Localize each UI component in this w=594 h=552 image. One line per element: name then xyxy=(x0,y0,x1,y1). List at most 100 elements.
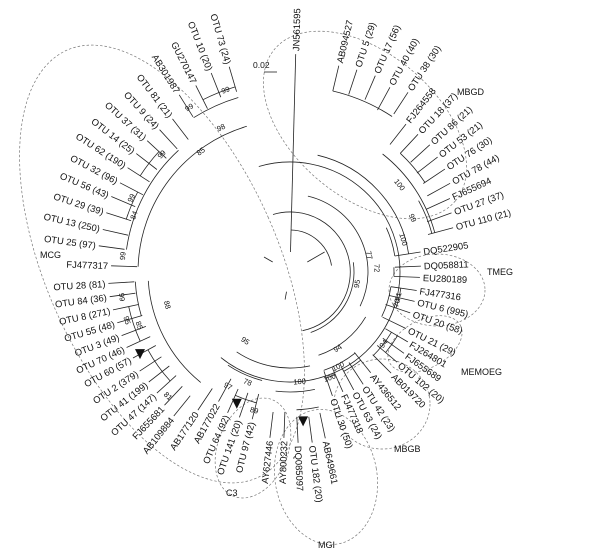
leaf-branch xyxy=(126,336,151,348)
bootstrap-label: 95 xyxy=(352,279,362,289)
bootstrap-label: 77 xyxy=(364,250,375,260)
bootstrap-label: 94 xyxy=(332,342,344,354)
c3-ellipse xyxy=(214,397,292,499)
memoeg-ellipse xyxy=(387,315,463,373)
mbgd-ellipse xyxy=(263,30,467,220)
leaf-label: AY627446 xyxy=(259,440,275,484)
leaf-branch xyxy=(389,123,407,145)
group-label-c3: C3 xyxy=(226,488,238,498)
leaf-branch xyxy=(377,87,391,111)
internal-branch xyxy=(263,256,273,263)
clade-arc xyxy=(310,262,355,333)
bootstrap-label: 72 xyxy=(372,264,381,273)
leaf-branch xyxy=(239,392,249,418)
leaf-branch xyxy=(283,411,286,438)
leaf-branch xyxy=(319,412,326,439)
leaf-branch xyxy=(117,315,143,324)
leaf-branch xyxy=(296,416,299,443)
leaf-branch xyxy=(332,367,344,393)
clade-arc xyxy=(291,229,332,266)
clade-arc xyxy=(227,364,263,381)
bootstrap-label: 99 xyxy=(117,292,127,302)
clade-arc xyxy=(307,195,369,307)
clade-arc xyxy=(147,280,202,383)
leaf-label: FJ477317 xyxy=(66,259,108,271)
clade-arc xyxy=(202,86,236,101)
leaf-branch xyxy=(106,212,132,222)
bootstrap-label: 99 xyxy=(118,251,128,260)
leaf-branch xyxy=(341,366,355,391)
clade-arc xyxy=(395,288,402,309)
scale-bar-label: 0.02 xyxy=(253,60,270,70)
leaf-branch xyxy=(385,328,409,343)
tree-branches xyxy=(98,54,454,443)
leaf-branch xyxy=(172,118,189,140)
leaf-branch xyxy=(112,304,139,311)
bootstrap-label: 78 xyxy=(242,377,253,388)
bootstrap-label: 100 xyxy=(322,371,337,384)
bootstrap-label: 100 xyxy=(293,377,306,387)
bootstrap-label: 99 xyxy=(126,192,138,203)
leaf-label: DQ085097 xyxy=(293,446,306,492)
clade-arc xyxy=(275,389,315,393)
leaf-branch xyxy=(136,153,158,170)
clade-arc xyxy=(400,153,426,183)
leaf-branch xyxy=(98,245,125,250)
clade-arc xyxy=(317,154,409,254)
leaf-label: OTU 182 (20) xyxy=(307,445,325,503)
group-labels: MBGD TMEG MEMOEG MBGB MGI C3 MCG xyxy=(40,87,513,550)
clade-arc xyxy=(323,352,356,371)
leaf-branch xyxy=(390,286,417,291)
leaf-branch xyxy=(159,129,178,150)
leaf-branch xyxy=(423,168,446,184)
leaf-branch xyxy=(400,134,419,154)
bootstrap-label: 99 xyxy=(183,101,195,113)
leaf-branch xyxy=(393,92,409,115)
leaf-label: OTU 5 (29) xyxy=(353,21,378,69)
clade-arc xyxy=(134,281,142,316)
leaf-branch xyxy=(119,182,144,196)
leaf-branch xyxy=(108,281,135,284)
bootstrap-label: 100 xyxy=(397,232,409,247)
leaf-branch xyxy=(290,54,297,253)
leaf-label: AY800232 xyxy=(277,441,290,484)
clade-arc xyxy=(272,211,351,332)
clade-arc xyxy=(382,153,436,233)
leaf-label: OTU 28 (81) xyxy=(53,278,106,292)
clade-arc xyxy=(385,227,396,257)
group-label-mbgb: MBGB xyxy=(394,444,421,454)
leaf-branch xyxy=(109,292,136,298)
leaf-branch xyxy=(156,375,177,394)
leaf-branch xyxy=(308,416,313,443)
mbgb-ellipse xyxy=(333,358,431,450)
leaf-label: OTU 73 (24) xyxy=(208,12,233,65)
group-label-mgi: MGI xyxy=(318,540,335,550)
leaf-branch xyxy=(372,354,392,374)
leaf-branch xyxy=(332,65,340,92)
group-label-memoeg: MEMOEG xyxy=(461,367,502,377)
leaf-branch xyxy=(102,229,129,236)
clade-arc xyxy=(128,306,141,342)
group-label-tmeg: TMEG xyxy=(487,267,513,277)
group-ellipses xyxy=(19,30,486,545)
clade-arc xyxy=(332,90,393,117)
bootstrap-label: 85 xyxy=(134,320,145,331)
internal-branch xyxy=(307,251,325,263)
leaf-branch xyxy=(227,388,239,413)
bootstrap-label: 99 xyxy=(407,212,419,223)
leaf-label: OTU 25 (97) xyxy=(43,233,96,251)
bootstrap-label: 85 xyxy=(195,145,207,157)
clade-arc xyxy=(126,150,179,250)
leaf-branch xyxy=(195,85,208,109)
clade-arc xyxy=(318,316,367,356)
group-label-mbgd: MBGD xyxy=(457,87,485,97)
leaf-branch xyxy=(111,265,138,268)
marker-triangle-icon xyxy=(135,349,145,360)
leaf-branch xyxy=(323,371,333,397)
leaf-branch xyxy=(416,156,438,174)
marker-triangle-icon xyxy=(231,398,242,409)
internal-branch xyxy=(284,291,287,300)
leaf-branch xyxy=(228,66,237,92)
bootstrap-label: 97 xyxy=(222,380,234,392)
